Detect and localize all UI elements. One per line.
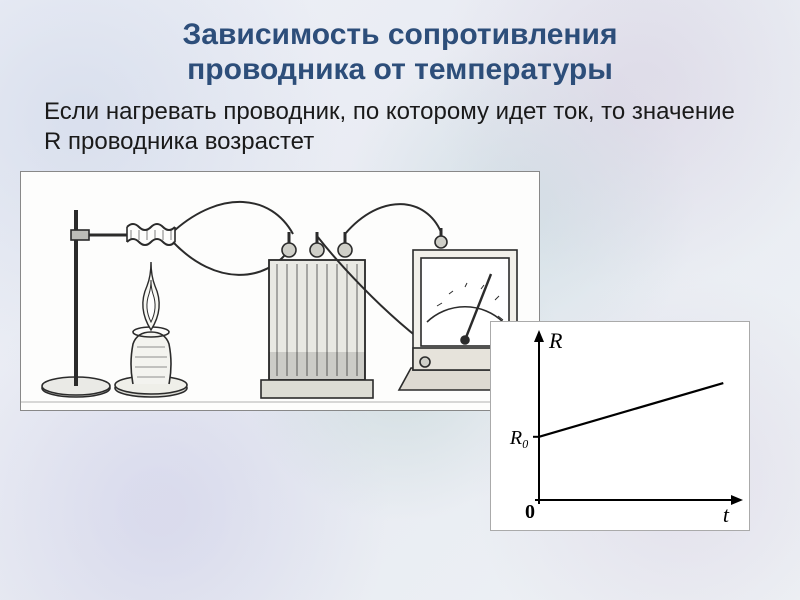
battery-icon xyxy=(261,232,373,398)
origin-label: 0 xyxy=(525,501,535,523)
content-row: Rt R₀ 0 xyxy=(40,171,760,551)
slide: Зависимость сопротивления проводника от … xyxy=(0,0,800,600)
slide-title: Зависимость сопротивления проводника от … xyxy=(40,18,760,87)
y-axis-label: R xyxy=(548,328,563,353)
x-axis-label: t xyxy=(723,502,730,527)
slide-subtitle: Если нагревать проводник, по которому ид… xyxy=(40,97,760,157)
title-line-1: Зависимость сопротивления xyxy=(183,18,618,51)
apparatus-illustration xyxy=(20,171,540,411)
burner-icon xyxy=(115,262,187,397)
y-intercept-label: R₀ xyxy=(509,427,529,449)
graph-svg: Rt R₀ 0 xyxy=(491,322,751,532)
apparatus-svg xyxy=(21,172,541,412)
resistance-graph: Rt R₀ 0 xyxy=(490,321,750,531)
title-line-2: проводника от температуры xyxy=(187,53,613,86)
